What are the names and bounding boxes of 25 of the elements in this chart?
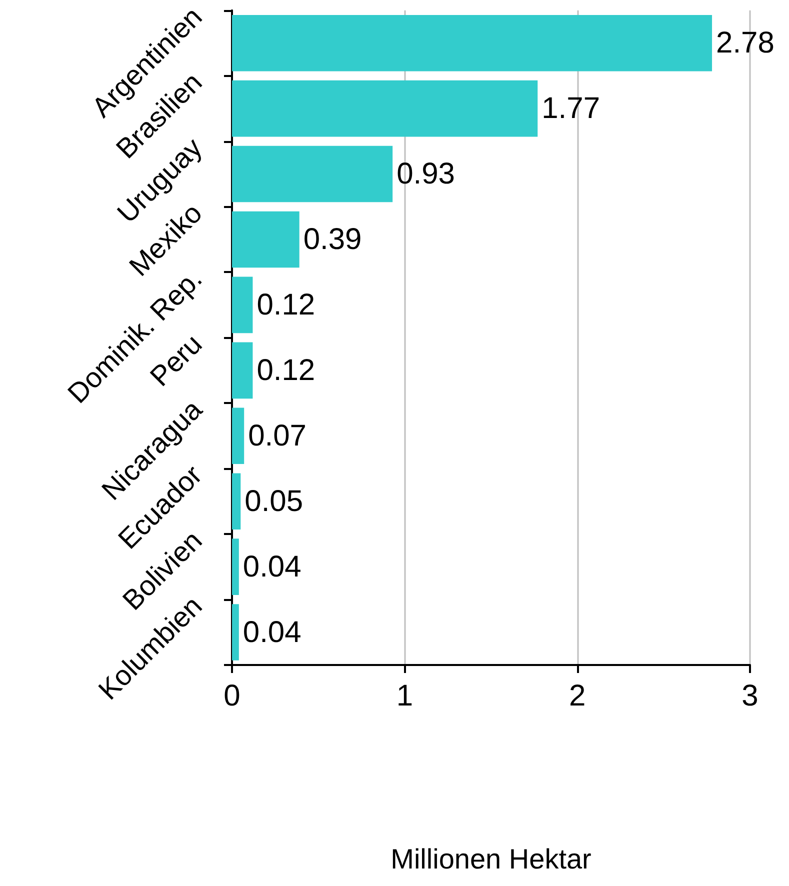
x-tick-label: 0 xyxy=(224,680,240,712)
data-label: 0.05 xyxy=(244,484,304,518)
bar xyxy=(232,408,244,464)
bar xyxy=(232,146,393,202)
bar xyxy=(232,14,712,72)
data-label: 0.93 xyxy=(396,158,455,191)
bar xyxy=(232,342,253,399)
data-label: 0.39 xyxy=(303,223,362,256)
bar xyxy=(232,473,241,530)
x-tick-label: 3 xyxy=(742,680,758,712)
data-label: 2.78 xyxy=(716,26,774,60)
data-label: 0.04 xyxy=(242,550,302,584)
data-label: 0.04 xyxy=(242,616,302,649)
bar xyxy=(232,80,538,137)
x-tick-label: 1 xyxy=(396,680,414,712)
bar xyxy=(232,211,300,268)
data-label: 0.12 xyxy=(256,354,316,387)
data-label: 1.77 xyxy=(542,92,600,126)
data-label: 0.12 xyxy=(256,288,316,322)
x-tick-label: 2 xyxy=(568,680,586,712)
bar xyxy=(232,604,239,660)
bar xyxy=(232,538,239,595)
bar xyxy=(232,276,253,334)
data-label: 0.07 xyxy=(248,419,306,452)
x-axis-title: Millionen Hektar xyxy=(390,844,592,874)
